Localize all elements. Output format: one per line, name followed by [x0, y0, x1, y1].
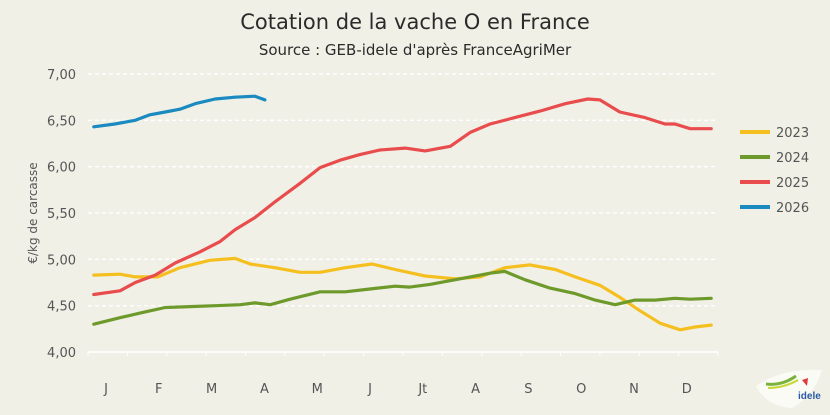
- y-axis-label: €/kg de carcasse: [26, 162, 40, 263]
- x-tick-label: O: [576, 382, 586, 397]
- x-tick-label: A: [471, 382, 480, 397]
- x-tick-label: J: [103, 382, 108, 397]
- chart-subtitle: Source : GEB-idele d'après FranceAgriMer: [258, 41, 572, 59]
- y-tick-label: 6,50: [47, 114, 76, 129]
- x-tick-label: M: [312, 382, 323, 397]
- x-tick-label: N: [629, 382, 639, 397]
- legend-label-2023: 2023: [776, 126, 809, 141]
- x-tick-label: Jt: [417, 382, 427, 397]
- x-tick-label: J: [367, 382, 372, 397]
- idele-logo: idele: [756, 369, 822, 408]
- x-tick-label: A: [260, 382, 269, 397]
- legend-label-2026: 2026: [776, 201, 809, 216]
- y-tick-label: 4,50: [47, 300, 76, 315]
- y-tick-label: 7,00: [47, 68, 76, 83]
- legend-label-2025: 2025: [776, 176, 809, 191]
- x-tick-label: S: [524, 382, 532, 397]
- series-line-2026: [92, 94, 267, 129]
- y-tick-label: 5,50: [47, 207, 76, 222]
- x-tick-label: F: [155, 382, 162, 397]
- y-tick-label: 6,00: [47, 161, 76, 176]
- series-line-2025: [92, 97, 713, 297]
- series-line-2023: [92, 256, 713, 332]
- x-tick-label: M: [206, 382, 217, 397]
- svg-text:idele: idele: [798, 391, 821, 402]
- legend-label-2024: 2024: [776, 151, 809, 166]
- y-tick-label: 4,00: [47, 346, 76, 361]
- series-line-2024: [92, 269, 713, 326]
- y-tick-label: 5,00: [47, 253, 76, 268]
- chart-title: Cotation de la vache O en France: [240, 10, 590, 34]
- x-tick-label: D: [682, 382, 692, 397]
